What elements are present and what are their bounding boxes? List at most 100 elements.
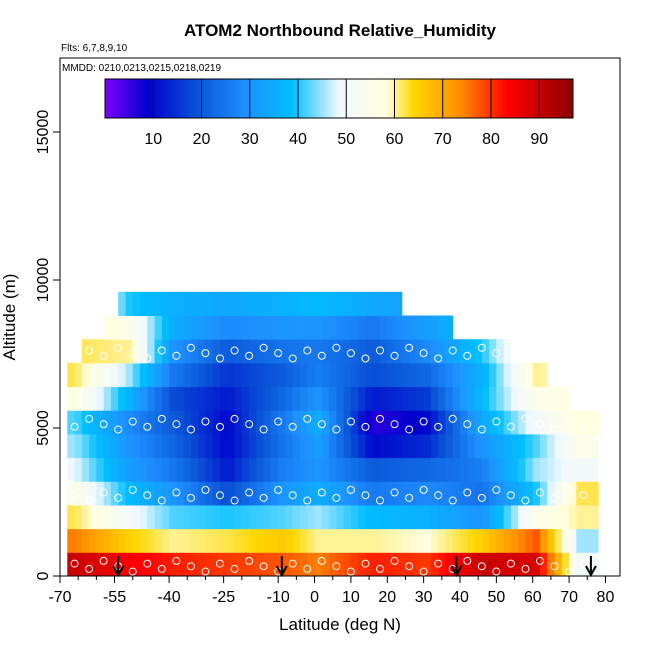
heatmap-cell bbox=[161, 362, 170, 388]
heatmap-cell bbox=[430, 315, 439, 340]
heatmap-cell bbox=[532, 362, 541, 388]
heatmap-cell bbox=[525, 386, 534, 411]
heatmap-cell bbox=[81, 504, 90, 530]
heatmap-cell bbox=[365, 386, 374, 411]
heatmap-cell bbox=[154, 552, 163, 576]
sample-point bbox=[579, 559, 588, 568]
heatmap-cell bbox=[496, 528, 505, 553]
heatmap-cell bbox=[467, 433, 476, 459]
heatmap-cell bbox=[518, 457, 526, 482]
heatmap-cell bbox=[525, 504, 534, 530]
heatmap-cell bbox=[496, 552, 505, 576]
heatmap-cell bbox=[307, 291, 316, 317]
heatmap-cell bbox=[409, 433, 417, 459]
heatmap-cell bbox=[343, 552, 352, 576]
heatmap-cell bbox=[380, 315, 388, 340]
heatmap-cell bbox=[169, 504, 177, 530]
heatmap-cell bbox=[176, 291, 185, 317]
heatmap-cell bbox=[481, 457, 490, 482]
heatmap-cell bbox=[365, 433, 374, 459]
heatmap-cell bbox=[125, 433, 134, 459]
heatmap-cell bbox=[147, 410, 156, 435]
heatmap-cell bbox=[220, 362, 228, 388]
heatmap-cell bbox=[314, 552, 323, 576]
heatmap-cell bbox=[518, 433, 526, 459]
heatmap-cell bbox=[198, 504, 206, 530]
heatmap-cell bbox=[96, 433, 105, 459]
heatmap-cell bbox=[554, 386, 563, 411]
heatmap-cell bbox=[278, 386, 286, 411]
heatmap-cell bbox=[263, 410, 272, 435]
heatmap-cell bbox=[387, 291, 396, 317]
heatmap-cell bbox=[125, 504, 134, 530]
heatmap-cell bbox=[394, 552, 403, 576]
heatmap-cell bbox=[569, 528, 577, 553]
sample-point bbox=[376, 496, 384, 505]
heatmap-cell bbox=[234, 433, 243, 459]
heatmap-cell bbox=[430, 433, 439, 459]
heatmap-cell bbox=[510, 528, 519, 553]
heatmap-cell bbox=[205, 552, 214, 576]
heatmap-cell bbox=[445, 481, 454, 506]
x-tick-label: 10 bbox=[342, 589, 360, 606]
heatmap-cell bbox=[336, 528, 345, 553]
heatmap-cell bbox=[561, 433, 570, 459]
heatmap-cell bbox=[387, 386, 396, 411]
sample-point bbox=[419, 349, 428, 358]
heatmap-cell bbox=[198, 457, 206, 482]
sample-point bbox=[361, 491, 370, 500]
heatmap-cell bbox=[300, 528, 308, 553]
heatmap-cell bbox=[190, 433, 199, 459]
heatmap-cell bbox=[132, 315, 141, 340]
heatmap-cell bbox=[198, 433, 206, 459]
heatmap-cell bbox=[329, 457, 337, 482]
heatmap-cell bbox=[540, 433, 548, 459]
heatmap-cell bbox=[336, 410, 345, 435]
heatmap-cell bbox=[372, 386, 381, 411]
heatmap-cell bbox=[212, 362, 221, 388]
heatmap-cell bbox=[489, 552, 497, 576]
sample-point bbox=[259, 493, 268, 502]
heatmap-cell bbox=[292, 433, 301, 459]
heatmap-cell bbox=[372, 410, 381, 435]
heatmap-cell bbox=[147, 362, 156, 388]
sample-point bbox=[521, 564, 530, 573]
sample-point bbox=[405, 562, 414, 571]
heatmap-cell bbox=[561, 528, 570, 553]
heatmap-cell bbox=[118, 315, 126, 340]
heatmap-cell bbox=[234, 457, 243, 482]
heatmap-cell bbox=[409, 504, 417, 530]
sample-point bbox=[99, 420, 108, 429]
sample-point bbox=[434, 491, 443, 500]
sample-point bbox=[361, 559, 370, 568]
sample-point bbox=[346, 485, 355, 494]
heatmap-cell bbox=[372, 504, 381, 530]
heatmap-cell bbox=[205, 291, 214, 317]
heatmap-cell bbox=[358, 410, 366, 435]
heatmap-cell bbox=[263, 433, 272, 459]
sample-point bbox=[565, 567, 574, 576]
sample-point bbox=[492, 349, 501, 358]
heatmap-cell bbox=[314, 433, 323, 459]
sample-point bbox=[143, 422, 152, 431]
heatmap-cell bbox=[96, 528, 105, 553]
heatmap-cell bbox=[365, 315, 374, 340]
heatmap-cell bbox=[256, 410, 265, 435]
heatmap-cell bbox=[547, 481, 556, 506]
heatmap-cell bbox=[329, 528, 337, 553]
heatmap-cell bbox=[256, 457, 265, 482]
heatmap-cell bbox=[263, 362, 272, 388]
x-axis-label: Latitude (deg N) bbox=[279, 615, 401, 634]
heatmap-cell bbox=[234, 291, 243, 317]
sample-point bbox=[85, 414, 94, 423]
heatmap-cell bbox=[409, 362, 417, 388]
heatmap-cell bbox=[409, 528, 417, 553]
heatmap-cell bbox=[205, 315, 214, 340]
heatmap-cell bbox=[118, 410, 126, 435]
heatmap-cell bbox=[554, 433, 563, 459]
heatmap-cell bbox=[183, 339, 192, 364]
heatmap-cell bbox=[510, 457, 519, 482]
heatmap-cell bbox=[110, 362, 119, 388]
heatmap-cell bbox=[183, 504, 192, 530]
heatmap-cell bbox=[256, 339, 265, 364]
